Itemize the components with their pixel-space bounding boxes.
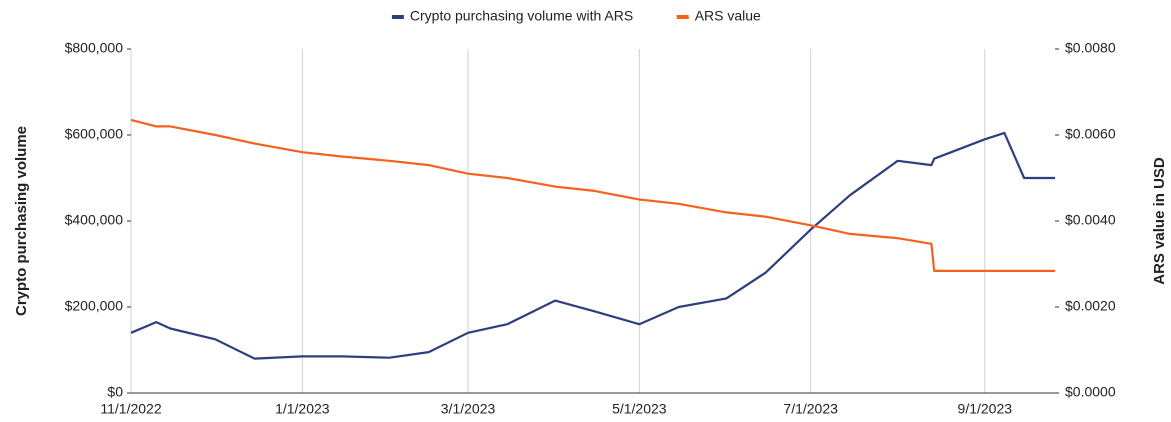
y2-tick-label: $0.0040 [1065,212,1116,228]
x-tick-label: 3/1/2023 [441,401,496,417]
line-series [130,118,1055,272]
y-tick-label: $200,000 [65,298,124,314]
legend-swatch [676,15,689,19]
line-series [130,131,1055,360]
y-axis-title: Crypto purchasing volume [13,126,30,316]
legend-label: Crypto purchasing volume with ARS [410,8,633,24]
legend-label: ARS value [695,8,761,24]
y-tick-label: $0 [107,384,123,400]
x-tick-label: 9/1/2023 [958,401,1013,417]
x-tick-label: 1/1/2023 [275,401,330,417]
y2-tick-label: $0.0020 [1065,298,1116,314]
legend-swatch [391,15,404,19]
y2-tick-label: $0.0060 [1065,126,1116,142]
x-tick-label: 5/1/2023 [612,401,667,417]
y2-tick-label: $0.0000 [1065,384,1116,400]
y2-tick-label: $0.0080 [1065,40,1116,56]
y-tick-label: $800,000 [65,40,124,56]
y-tick-label: $400,000 [65,212,124,228]
x-tick-label: 7/1/2023 [783,401,838,417]
y2-axis-title: ARS value in USD [1151,157,1168,285]
y-tick-label: $600,000 [65,126,124,142]
x-tick-label: 11/1/2022 [100,401,161,417]
